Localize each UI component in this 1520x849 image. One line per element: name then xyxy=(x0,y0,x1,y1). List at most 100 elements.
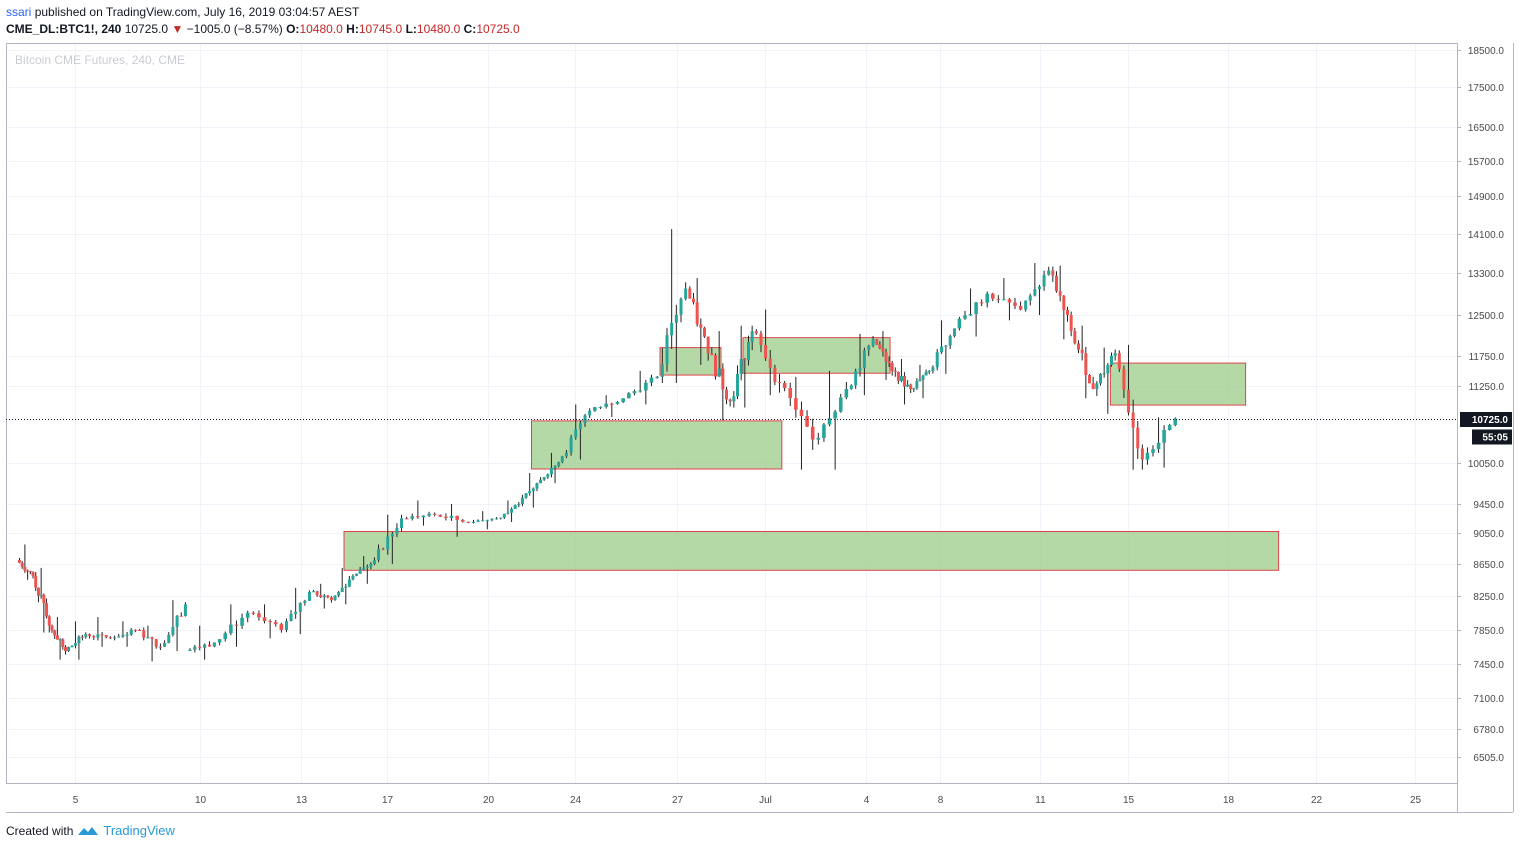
candle-body xyxy=(42,594,46,604)
tradingview-brand[interactable]: TradingView xyxy=(103,823,175,838)
time-axis[interactable]: 5 10 13 17 20 24 27 Jul 4 8 11 15 18 22 25 xyxy=(73,795,1422,806)
zone-rect[interactable] xyxy=(1109,362,1247,406)
chart-title: Bitcoin CME Futures, 240, CME xyxy=(15,53,185,67)
candle-body xyxy=(674,314,678,323)
candle-body xyxy=(1024,300,1028,310)
candle-body xyxy=(1002,299,1006,301)
down-triangle-icon: ▼ xyxy=(171,22,184,36)
candle-body xyxy=(183,604,187,616)
candle-body xyxy=(404,518,409,520)
candle-body xyxy=(805,416,809,427)
candle-body xyxy=(684,288,688,299)
candle-body xyxy=(1151,449,1155,453)
y-tick-label: 14100.0 xyxy=(1468,230,1505,241)
candle-body xyxy=(553,466,557,468)
x-tick-label: 27 xyxy=(672,795,684,806)
candle-body xyxy=(88,634,92,637)
candle-body xyxy=(549,467,553,475)
candle-body xyxy=(1033,289,1037,296)
candle-body xyxy=(985,293,989,303)
candle-body xyxy=(125,634,129,636)
x-tick-label: 5 xyxy=(73,795,79,806)
y-tick-label: 18500.0 xyxy=(1468,46,1505,57)
candle-body xyxy=(1047,270,1051,275)
candle-body xyxy=(198,646,202,648)
candle-body xyxy=(896,372,900,381)
zone-rect[interactable] xyxy=(531,420,783,470)
candle-body xyxy=(924,371,928,376)
candles xyxy=(17,229,1177,662)
candle-body xyxy=(578,423,582,430)
candle-body xyxy=(927,370,931,372)
zones[interactable] xyxy=(343,337,1280,571)
candle-body xyxy=(485,520,489,522)
price-axis[interactable]: 18500.0 17500.0 16500.0 15700.0 14900.0 14100… xyxy=(1457,46,1504,764)
candle-body xyxy=(495,518,499,520)
candle-body xyxy=(438,514,443,517)
y-tick-label: 7450.0 xyxy=(1473,660,1504,671)
x-tick-label: 15 xyxy=(1123,795,1135,806)
candle-body xyxy=(574,429,578,438)
candle-body xyxy=(1051,270,1055,276)
candle-body xyxy=(948,336,952,346)
candle-body xyxy=(721,368,725,390)
symbol-legend: CME_DL:BTC1!, 240 10725.0 ▼ −1005.0 (−8.… xyxy=(6,22,520,36)
candle-body xyxy=(714,355,717,377)
author-link[interactable]: ssari xyxy=(6,5,32,19)
candle-body xyxy=(1156,442,1161,450)
candle-body xyxy=(887,361,891,364)
candle-body xyxy=(598,406,603,408)
candle-body xyxy=(171,627,175,635)
candle-body xyxy=(524,493,528,498)
candle-body xyxy=(84,634,88,637)
y-tick-label: 14900.0 xyxy=(1468,192,1505,203)
candle-body xyxy=(918,379,922,382)
candle-body xyxy=(23,566,27,571)
candle-body xyxy=(229,624,233,634)
candle-body xyxy=(725,389,728,400)
candle-body xyxy=(649,377,654,383)
candle-body xyxy=(26,570,30,572)
candle-body xyxy=(273,622,278,625)
candle-body xyxy=(355,573,359,576)
candle-body xyxy=(347,579,351,587)
candle-body xyxy=(245,612,250,618)
candle-body xyxy=(1018,305,1023,310)
x-tick-label: 20 xyxy=(483,795,495,806)
candle-body xyxy=(996,298,1001,300)
candle-body xyxy=(1136,427,1140,449)
candle-body xyxy=(816,437,821,440)
candle-body xyxy=(303,600,307,604)
candle-body xyxy=(386,536,390,550)
candle-body xyxy=(703,327,706,337)
candle-body xyxy=(113,637,117,639)
candle-body xyxy=(294,611,298,614)
candle-body xyxy=(1042,274,1046,287)
candle-body xyxy=(862,350,866,369)
candle-body xyxy=(557,462,561,467)
change-value: −1005.0 (−8.57%) xyxy=(186,22,283,36)
candle-body xyxy=(979,302,984,304)
candle-body xyxy=(884,352,888,362)
candle-body xyxy=(520,497,524,504)
candle-body xyxy=(906,384,910,387)
candle-body xyxy=(968,314,973,316)
candle-body xyxy=(344,586,348,588)
candle-body xyxy=(660,364,664,377)
candle-body xyxy=(1131,412,1135,428)
candle-body xyxy=(1073,331,1077,344)
candle-body xyxy=(175,615,179,628)
candle-body xyxy=(610,403,614,405)
candle-body xyxy=(77,636,81,644)
zone-rect[interactable] xyxy=(343,531,1280,571)
candle-body xyxy=(312,591,316,593)
candle-body xyxy=(73,643,77,646)
candle-body xyxy=(710,353,714,356)
last-price-label: 10725.0 xyxy=(1472,415,1509,426)
candle-body xyxy=(372,560,376,565)
candle-body xyxy=(490,518,494,521)
candle-body xyxy=(1055,275,1058,292)
zone-rect[interactable] xyxy=(659,347,722,376)
candle-body xyxy=(337,592,341,596)
